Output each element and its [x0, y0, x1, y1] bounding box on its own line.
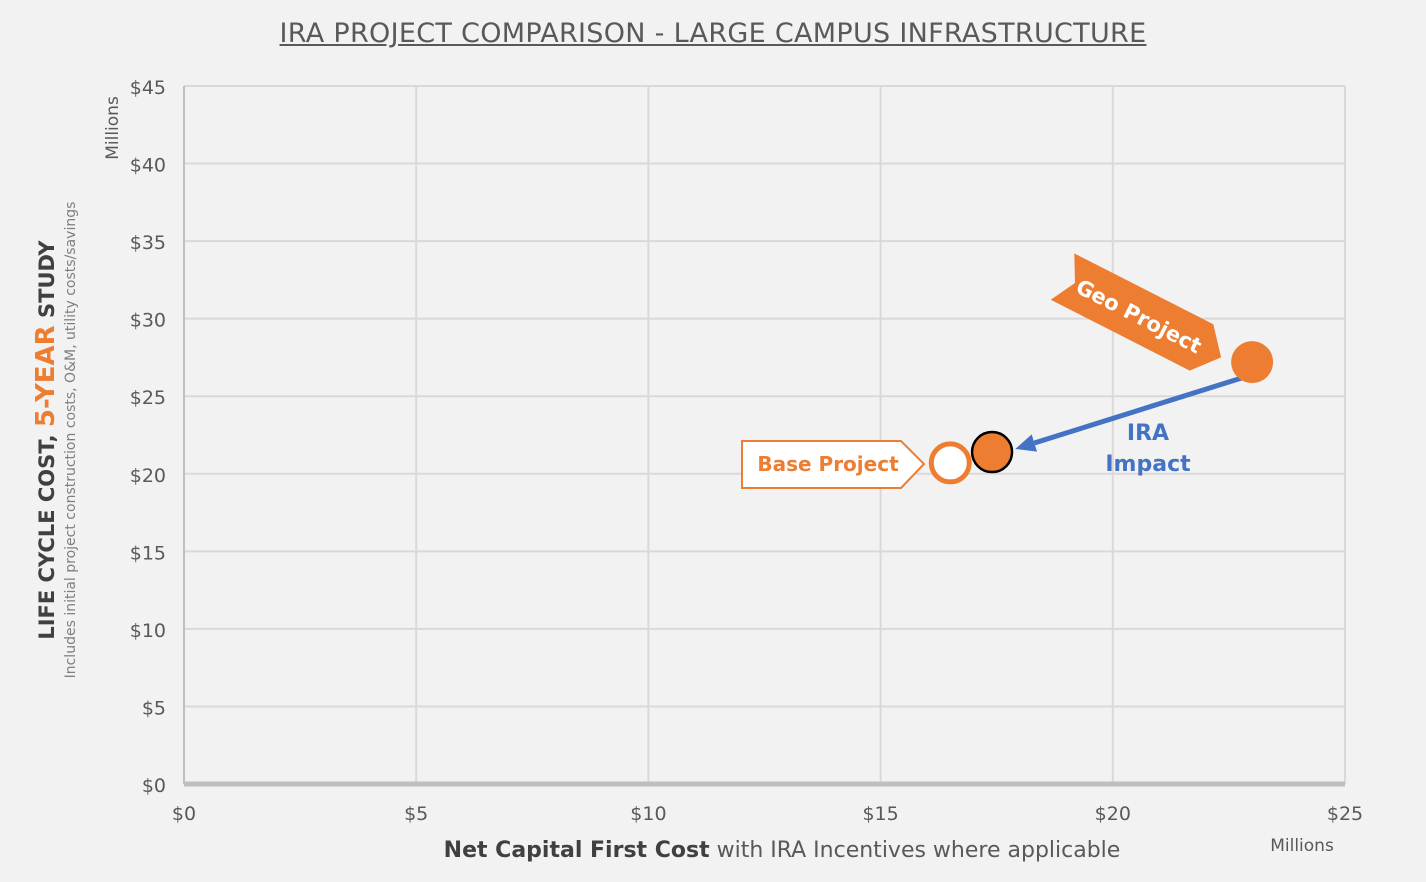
arrow-shaft [1033, 375, 1244, 446]
y-axis-label-part1: LIFE CYCLE COST, [35, 427, 59, 640]
x-tick-label: $15 [862, 803, 898, 825]
x-axis-title: Net Capital First Cost with IRA Incentiv… [444, 838, 1121, 863]
ira-impact-arrow [1015, 375, 1244, 452]
x-tick-label: $10 [630, 803, 666, 825]
y-axis-title: LIFE CYCLE COST, 5-YEAR STUDY Includes i… [31, 202, 79, 679]
y-axis-label-part2: STUDY [35, 240, 59, 326]
y-tick-label: $35 [130, 232, 166, 254]
data-point [970, 430, 1014, 474]
grid-lines [184, 85, 1346, 784]
base-project-label: Base Project [757, 452, 899, 476]
y-units-label: Millions [103, 96, 123, 160]
y-tick-label: $20 [130, 465, 166, 487]
y-tick-label: $30 [130, 310, 166, 332]
ira-impact-label-line1: IRA [1127, 421, 1169, 446]
geo-project-callout: Geo Project [1050, 253, 1222, 371]
y-tick-label: $0 [142, 775, 166, 797]
x-tick-label: $5 [404, 803, 428, 825]
x-units-label: Millions [1270, 836, 1334, 856]
y-tick-label: $40 [130, 155, 166, 177]
y-tick-label: $45 [130, 77, 166, 99]
y-axis-sublabel: Includes initial project construction co… [63, 201, 79, 679]
y-tick-label: $10 [130, 620, 166, 642]
y-tick-label: $5 [142, 697, 166, 719]
y-tick-label: $15 [130, 542, 166, 564]
x-axis-label-rest: with IRA Incentives where applicable [709, 838, 1121, 863]
tick-labels: $0 $5 $10 $15 $20 $25 $30 $35 $40 $45 $0 $5 $10 $15 $2… [130, 77, 1363, 825]
y-axis-label-accent: 5-YEAR [31, 325, 61, 428]
data-points [928, 341, 1274, 485]
x-axis-label-bold: Net Capital First Cost [443, 838, 710, 863]
x-tick-label: $20 [1095, 803, 1131, 825]
x-tick-label: $25 [1327, 803, 1363, 825]
axes [183, 86, 1345, 787]
arrow-head [1015, 434, 1038, 452]
chart-title: IRA PROJECT COMPARISON - LARGE CAMPUS IN… [279, 18, 1147, 49]
data-point [1231, 341, 1274, 384]
base-project-callout: Base Project [741, 440, 926, 489]
ira-impact-label-line2: Impact [1105, 452, 1191, 477]
y-tick-label: $25 [130, 387, 166, 409]
x-tick-label: $0 [172, 803, 196, 825]
data-point [928, 441, 972, 485]
